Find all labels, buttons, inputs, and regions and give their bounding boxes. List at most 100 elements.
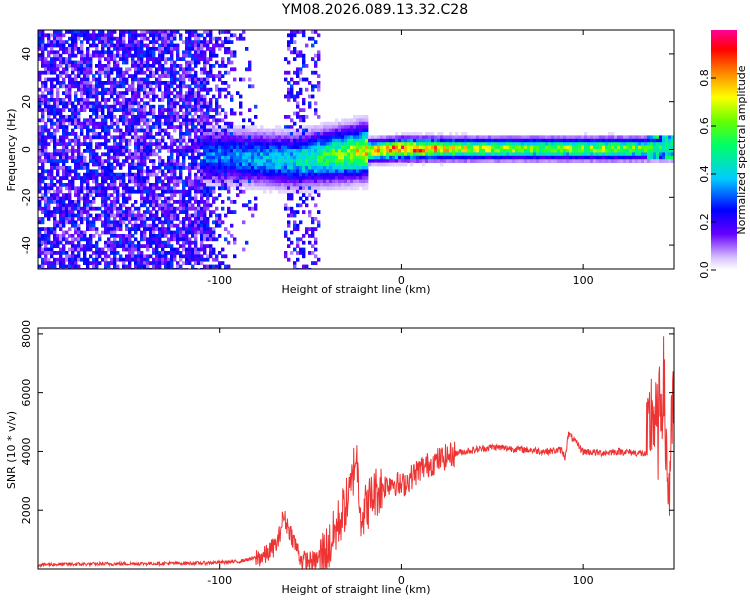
heatmap-cell [188,74,192,78]
heatmap-cell [167,135,171,140]
heatmap-cell [134,98,138,102]
heatmap-cell [161,186,165,191]
heatmap-cell [365,149,369,153]
heatmap-cell [44,149,48,153]
heatmap-cell [125,60,129,65]
heatmap-cell [503,152,507,157]
heatmap-cell [320,138,324,143]
heatmap-cell [143,108,147,112]
heatmap-cell [83,125,87,129]
heatmap-cell [314,247,318,252]
heatmap-cell [524,159,528,163]
heatmap-cell [335,152,339,157]
heatmap-cell [263,142,267,146]
heatmap-cell [176,152,180,157]
heatmap-cell [464,145,468,150]
heatmap-cell [149,138,153,143]
heatmap-cell [188,172,192,177]
heatmap-cell [86,145,90,150]
heatmap-cell [317,193,321,197]
heatmap-cell [302,149,306,153]
heatmap-cell [92,159,96,163]
heatmap-cell [287,40,291,44]
heatmap-cell [191,53,195,58]
heatmap-cell [350,186,354,191]
heatmap-cell [194,108,198,112]
heatmap-cell [59,138,63,143]
heatmap-cell [68,220,72,225]
heatmap-cell [56,87,60,92]
heatmap-cell [128,217,132,221]
heatmap-cell [56,244,60,248]
heatmap-cell [254,166,258,170]
heatmap-cell [161,179,165,184]
heatmap-cell [149,135,153,140]
heatmap-cell [212,132,216,136]
heatmap-cell [224,115,228,119]
heatmap-cell [164,47,168,51]
heatmap-cell [116,135,120,140]
heatmap-cell [332,152,336,157]
heatmap-cell [107,162,111,167]
heatmap-cell [194,132,198,136]
heatmap-cell [194,98,198,102]
heatmap-cell [113,57,117,61]
heatmap-cell [104,101,108,106]
heatmap-cell [149,254,153,259]
heatmap-cell [230,128,234,133]
heatmap-cell [206,87,210,92]
heatmap-cell [83,254,87,259]
heatmap-cell [251,176,255,180]
heatmap-cell [194,91,198,95]
heatmap-cell [50,47,54,51]
heatmap-cell [410,142,414,146]
heatmap-cell [143,244,147,248]
heatmap-cell [188,111,192,116]
heatmap-cell [182,240,186,245]
heatmap-cell [137,91,141,95]
heatmap-cell [365,176,369,180]
heatmap-cell [110,40,114,44]
heatmap-cell [41,30,45,34]
heatmap-cell [509,145,513,150]
heatmap-cell [239,155,243,160]
heatmap-cell [179,244,183,248]
heatmap-cell [47,210,51,214]
heatmap-cell [62,193,66,197]
heatmap-cell [116,213,120,218]
heatmap-cell [113,213,117,218]
heatmap-cell [116,74,120,78]
heatmap-cell [170,101,174,106]
heatmap-cell [287,132,291,136]
heatmap-cell [176,227,180,231]
heatmap-cell [137,121,141,126]
heatmap-cell [77,30,81,34]
heatmap-cell [137,149,141,153]
heatmap-cell [293,179,297,184]
heatmap-cell [329,138,333,143]
heatmap-cell [113,128,117,133]
heatmap-cell [203,53,207,58]
heatmap-cell [146,257,150,262]
heatmap-cell [200,87,204,92]
heatmap-cell [44,176,48,180]
heatmap-cell [143,30,147,34]
heatmap-cell [278,179,282,184]
heatmap-cell [140,186,144,191]
heatmap-cell [350,138,354,143]
heatmap-cell [146,193,150,197]
heatmap-cell [50,261,54,265]
heatmap-cell [158,104,162,109]
heatmap-cell [293,57,297,61]
heatmap-cell [323,162,327,167]
heatmap-cell [464,155,468,160]
heatmap-cell [218,186,222,191]
heatmap-cell [188,200,192,204]
heatmap-cell [62,81,66,85]
heatmap-cell [197,121,201,126]
heatmap-cell [146,135,150,140]
heatmap-cell [236,186,240,191]
heatmap-cell [320,169,324,174]
heatmap-cell [323,152,327,157]
heatmap-cell [140,138,144,143]
